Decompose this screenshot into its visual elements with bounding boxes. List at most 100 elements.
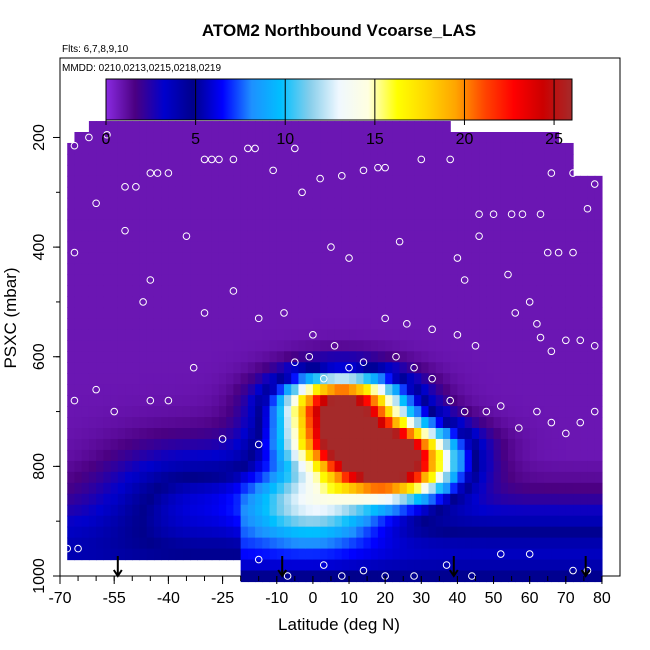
heatmap-cell — [88, 340, 97, 352]
heatmap-cell — [153, 406, 162, 418]
sample-point — [298, 188, 306, 197]
heatmap-cell — [168, 351, 177, 363]
heatmap-cell — [349, 296, 357, 309]
heatmap-cell — [175, 384, 184, 396]
heatmap-cell — [414, 537, 422, 550]
heatmap-cell — [399, 526, 408, 539]
heatmap-cell — [139, 537, 148, 550]
heatmap-cell — [125, 164, 133, 177]
heatmap-cell — [305, 252, 314, 265]
heatmap-cell — [139, 296, 148, 309]
heatmap-cell — [471, 197, 480, 210]
heatmap-cell — [363, 482, 372, 495]
heatmap-cell — [551, 132, 560, 144]
heatmap-cell — [255, 504, 263, 517]
heatmap-cell — [536, 526, 545, 539]
heatmap-cell — [479, 175, 487, 188]
heatmap-cell — [132, 186, 141, 199]
heatmap-cell — [218, 373, 227, 385]
heatmap-cell — [486, 186, 495, 199]
heatmap-cell — [421, 186, 430, 199]
sample-point — [110, 407, 118, 416]
heatmap-cell — [168, 428, 177, 440]
heatmap-cell — [370, 438, 379, 451]
heatmap-cell — [486, 438, 495, 451]
heatmap-cell — [305, 263, 314, 276]
heatmap-cell — [435, 559, 444, 572]
heatmap-cell — [385, 340, 393, 352]
heatmap-cell — [175, 373, 184, 385]
heatmap-cell — [428, 384, 437, 396]
heatmap-cell — [594, 175, 603, 188]
heatmap-cell — [508, 296, 516, 309]
heatmap-cell — [349, 153, 357, 166]
heatmap-cell — [442, 296, 451, 309]
heatmap-cell — [146, 515, 155, 528]
heatmap-cell — [276, 373, 285, 385]
heatmap-cell — [580, 406, 589, 418]
heatmap-cell — [88, 449, 97, 462]
heatmap-cell — [565, 197, 574, 210]
heatmap-cell — [500, 428, 509, 440]
heatmap-cell — [269, 482, 278, 495]
heatmap-cell — [450, 186, 459, 199]
heatmap-cell — [305, 318, 314, 330]
heatmap-cell — [327, 318, 336, 330]
heatmap-cell — [464, 515, 473, 528]
heatmap-cell — [262, 329, 271, 341]
heatmap-cell — [573, 329, 581, 341]
heatmap-cell — [262, 351, 271, 363]
heatmap-cell — [580, 307, 589, 319]
heatmap-cell — [385, 471, 393, 484]
colorbar: 0 5 10 15 20 25 — [102, 78, 573, 148]
heatmap-cell — [110, 164, 119, 177]
heatmap-cell — [435, 208, 444, 221]
heatmap-cell — [341, 493, 350, 506]
heatmap-cell — [406, 208, 415, 221]
heatmap-cell — [291, 340, 300, 352]
heatmap-cell — [594, 384, 603, 396]
heatmap-cell — [320, 384, 328, 396]
heatmap-cell — [204, 208, 213, 221]
heatmap-cell — [153, 340, 162, 352]
heatmap-cell — [385, 493, 393, 506]
heatmap-cell — [197, 164, 206, 177]
heatmap-cell — [573, 274, 581, 287]
heatmap-cell — [312, 351, 321, 363]
heatmap-cell — [305, 417, 314, 429]
heatmap-cell — [262, 460, 271, 473]
heatmap-cell — [226, 175, 235, 188]
heatmap-cell — [399, 142, 408, 155]
heatmap-cell — [218, 515, 227, 528]
heatmap-cell — [522, 526, 531, 539]
heatmap-cell — [334, 164, 343, 177]
heatmap-cell — [457, 471, 466, 484]
heatmap-cell — [522, 274, 531, 287]
heatmap-cell — [370, 252, 379, 265]
heatmap-cell — [88, 395, 97, 407]
heatmap-cell — [421, 570, 430, 583]
heatmap-cell — [508, 153, 516, 166]
heatmap-cell — [269, 329, 278, 341]
heatmap-cell — [276, 438, 285, 451]
heatmap-cell — [435, 406, 444, 418]
heatmap-cell — [262, 318, 271, 330]
heatmap-cell — [327, 362, 336, 374]
heatmap-cell — [218, 471, 227, 484]
heatmap-cell — [450, 285, 459, 298]
heatmap-cell — [522, 241, 531, 254]
heatmap-cell — [529, 504, 538, 517]
heatmap-cell — [522, 351, 531, 363]
heatmap-cell — [392, 493, 401, 506]
heatmap-cell — [536, 241, 545, 254]
x-tick-label: 80 — [593, 590, 611, 607]
heatmap-cell — [414, 329, 422, 341]
sample-point — [338, 172, 346, 180]
heatmap-cell — [255, 285, 263, 298]
heatmap-cell — [457, 164, 466, 177]
heatmap-cell — [551, 186, 560, 199]
heatmap-cell — [327, 230, 336, 243]
sample-point — [164, 169, 173, 177]
heatmap-cell — [414, 121, 422, 133]
heatmap-cell — [117, 504, 126, 517]
